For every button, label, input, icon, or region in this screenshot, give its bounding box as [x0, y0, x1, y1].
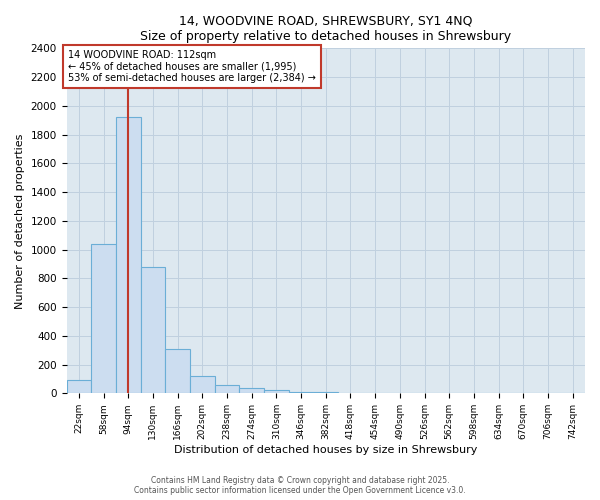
- Bar: [91, 244, 116, 394]
- Text: 14 WOODVINE ROAD: 112sqm
← 45% of detached houses are smaller (1,995)
53% of sem: 14 WOODVINE ROAD: 112sqm ← 45% of detach…: [68, 50, 316, 83]
- Title: 14, WOODVINE ROAD, SHREWSBURY, SY1 4NQ
Size of property relative to detached hou: 14, WOODVINE ROAD, SHREWSBURY, SY1 4NQ S…: [140, 15, 511, 43]
- Text: Contains HM Land Registry data © Crown copyright and database right 2025.
Contai: Contains HM Land Registry data © Crown c…: [134, 476, 466, 495]
- X-axis label: Distribution of detached houses by size in Shrewsbury: Distribution of detached houses by size …: [174, 445, 478, 455]
- Y-axis label: Number of detached properties: Number of detached properties: [15, 133, 25, 308]
- Bar: [140, 267, 165, 394]
- Bar: [313, 392, 338, 394]
- Bar: [116, 118, 140, 394]
- Bar: [165, 349, 190, 394]
- Bar: [289, 392, 313, 394]
- Bar: [264, 390, 289, 394]
- Bar: [67, 380, 91, 394]
- Bar: [215, 386, 239, 394]
- Bar: [190, 376, 215, 394]
- Bar: [239, 388, 264, 394]
